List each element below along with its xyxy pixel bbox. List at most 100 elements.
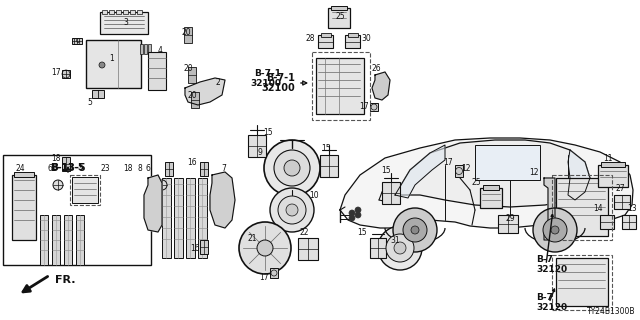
Text: 20: 20 <box>181 28 191 36</box>
Text: 28: 28 <box>305 34 315 43</box>
Text: 17: 17 <box>443 157 453 166</box>
Circle shape <box>378 226 422 270</box>
Bar <box>62 70 70 78</box>
Text: B-13-5: B-13-5 <box>51 163 84 172</box>
Circle shape <box>543 218 567 242</box>
Bar <box>600 215 614 229</box>
Text: 29: 29 <box>505 213 515 222</box>
Bar <box>248 135 266 157</box>
Bar <box>72 177 98 203</box>
Text: 16: 16 <box>187 157 197 166</box>
Bar <box>52 215 60 265</box>
Polygon shape <box>395 145 445 198</box>
Polygon shape <box>185 78 225 105</box>
Circle shape <box>411 226 419 234</box>
Text: FR.: FR. <box>55 275 76 285</box>
Circle shape <box>355 212 361 218</box>
Bar <box>162 178 171 258</box>
Text: 10: 10 <box>309 190 319 199</box>
Bar <box>137 10 142 14</box>
Text: 6: 6 <box>47 164 52 172</box>
Text: 1: 1 <box>109 53 115 62</box>
Text: 15: 15 <box>357 228 367 236</box>
Text: 23: 23 <box>100 164 110 172</box>
Polygon shape <box>395 140 590 207</box>
Circle shape <box>99 62 105 68</box>
Circle shape <box>239 222 291 274</box>
Bar <box>70 175 100 205</box>
Bar <box>148 52 166 90</box>
Bar <box>116 10 121 14</box>
Bar <box>198 178 207 258</box>
Text: 32120: 32120 <box>536 303 567 313</box>
Bar <box>556 178 608 236</box>
Text: 13: 13 <box>627 204 637 212</box>
Polygon shape <box>544 178 555 240</box>
Bar <box>188 67 196 83</box>
Text: 31: 31 <box>390 236 400 244</box>
Circle shape <box>284 160 300 176</box>
Text: 25: 25 <box>335 12 345 20</box>
Bar <box>109 10 114 14</box>
Bar <box>601 162 625 167</box>
Bar <box>86 40 141 88</box>
Bar <box>184 27 192 43</box>
Text: 16: 16 <box>190 244 200 252</box>
Polygon shape <box>372 72 390 100</box>
Text: 15: 15 <box>381 165 391 174</box>
Bar <box>64 215 72 265</box>
Bar <box>14 172 34 177</box>
Text: 20: 20 <box>187 91 197 100</box>
Circle shape <box>270 188 314 232</box>
Bar <box>552 175 612 240</box>
Circle shape <box>264 140 320 196</box>
Bar <box>200 162 208 176</box>
Text: B-7: B-7 <box>536 255 553 265</box>
Text: B-7-1: B-7-1 <box>254 68 281 77</box>
Text: 19: 19 <box>71 37 81 46</box>
Bar <box>382 182 400 204</box>
Bar <box>144 44 147 54</box>
Bar <box>100 12 148 34</box>
Circle shape <box>393 208 437 252</box>
Circle shape <box>257 240 273 256</box>
Bar <box>328 8 350 28</box>
Bar <box>318 35 333 48</box>
Text: 17: 17 <box>259 274 269 283</box>
Text: 4: 4 <box>157 45 163 54</box>
Polygon shape <box>568 150 590 200</box>
Text: 12: 12 <box>529 167 539 177</box>
Text: 15: 15 <box>321 143 331 153</box>
Text: 20: 20 <box>183 63 193 73</box>
Text: 15: 15 <box>263 127 273 137</box>
Text: 9: 9 <box>257 148 262 156</box>
Bar <box>320 155 338 177</box>
Bar <box>123 10 128 14</box>
Bar <box>186 178 195 258</box>
Bar <box>370 238 386 258</box>
Bar <box>148 44 151 54</box>
Circle shape <box>53 180 63 190</box>
Bar <box>62 157 70 171</box>
Text: 11: 11 <box>604 154 612 163</box>
Bar <box>498 215 518 233</box>
Text: 7: 7 <box>221 164 227 172</box>
Bar <box>3 155 151 265</box>
Text: 17: 17 <box>359 101 369 110</box>
Bar <box>480 188 502 208</box>
Circle shape <box>278 196 306 224</box>
Bar <box>140 44 143 54</box>
Text: 32100: 32100 <box>261 83 295 93</box>
Circle shape <box>403 218 427 242</box>
Bar <box>92 90 104 98</box>
Bar <box>552 255 612 310</box>
Text: B-7: B-7 <box>536 293 553 302</box>
Bar <box>76 215 84 265</box>
Text: B-13-5: B-13-5 <box>50 163 86 173</box>
Bar <box>345 35 360 48</box>
Bar <box>40 215 48 265</box>
Text: 32120: 32120 <box>536 266 567 275</box>
Bar <box>556 258 608 306</box>
Text: 22: 22 <box>300 228 308 236</box>
Text: 32100: 32100 <box>250 78 281 87</box>
